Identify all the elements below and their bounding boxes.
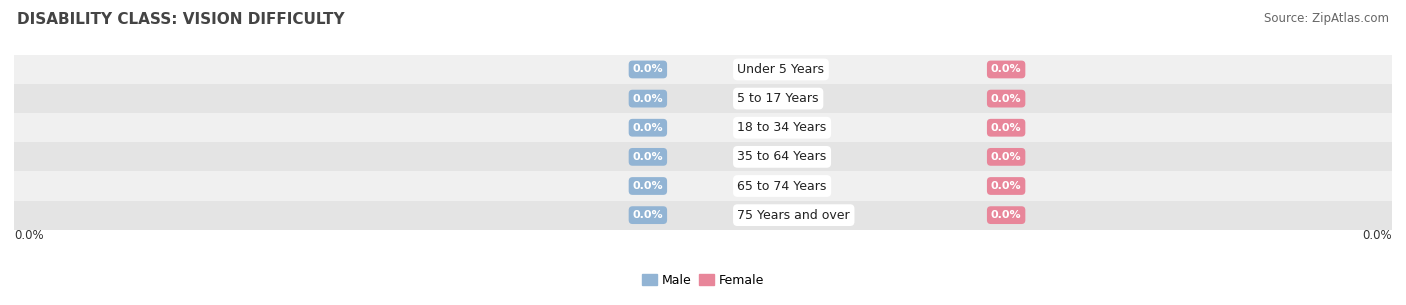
- Bar: [14, 113, 1392, 142]
- Bar: [14, 84, 1392, 113]
- Text: 0.0%: 0.0%: [991, 181, 1021, 191]
- Legend: Male, Female: Male, Female: [641, 274, 765, 287]
- Text: 0.0%: 0.0%: [633, 210, 664, 220]
- Text: 0.0%: 0.0%: [14, 229, 44, 242]
- Bar: [14, 142, 1392, 171]
- Text: 0.0%: 0.0%: [991, 123, 1021, 133]
- Text: 0.0%: 0.0%: [633, 94, 664, 104]
- Text: 0.0%: 0.0%: [991, 64, 1021, 74]
- Text: 65 to 74 Years: 65 to 74 Years: [738, 180, 827, 192]
- Text: 75 Years and over: 75 Years and over: [738, 209, 851, 222]
- Text: DISABILITY CLASS: VISION DIFFICULTY: DISABILITY CLASS: VISION DIFFICULTY: [17, 12, 344, 27]
- Text: Under 5 Years: Under 5 Years: [738, 63, 824, 76]
- Text: 0.0%: 0.0%: [991, 94, 1021, 104]
- Text: Source: ZipAtlas.com: Source: ZipAtlas.com: [1264, 12, 1389, 25]
- Text: 0.0%: 0.0%: [633, 64, 664, 74]
- Bar: [14, 201, 1392, 230]
- Text: 0.0%: 0.0%: [1362, 229, 1392, 242]
- Text: 0.0%: 0.0%: [633, 123, 664, 133]
- Text: 18 to 34 Years: 18 to 34 Years: [738, 121, 827, 134]
- Text: 0.0%: 0.0%: [633, 181, 664, 191]
- Text: 5 to 17 Years: 5 to 17 Years: [738, 92, 818, 105]
- Bar: [14, 55, 1392, 84]
- Text: 0.0%: 0.0%: [991, 210, 1021, 220]
- Text: 0.0%: 0.0%: [991, 152, 1021, 162]
- Text: 0.0%: 0.0%: [633, 152, 664, 162]
- Text: 35 to 64 Years: 35 to 64 Years: [738, 150, 827, 163]
- Bar: [14, 171, 1392, 201]
